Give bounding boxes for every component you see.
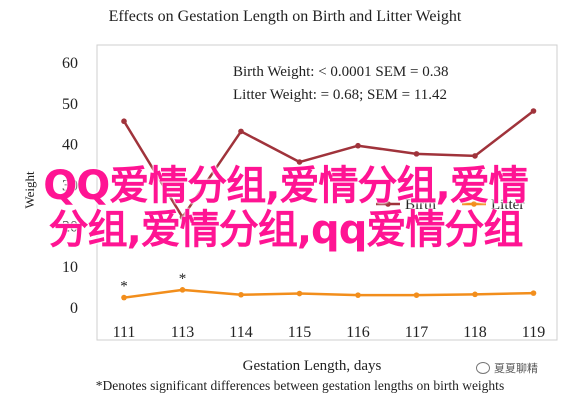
y-tick-label: 0 (70, 300, 78, 317)
y-axis-label: Weight (22, 171, 37, 209)
data-point-litter (238, 291, 244, 298)
x-ticks: 111 113 114 115 116 117 118 119 (113, 324, 546, 341)
legend-label-birth: Birth (405, 197, 436, 213)
x-axis-label: Gestation Length, days (243, 358, 382, 374)
x-tick-label: 111 (113, 324, 136, 341)
data-point-birth (121, 118, 127, 125)
data-point-litter (472, 291, 478, 298)
y-tick-label: 20 (62, 218, 78, 235)
series-layer (121, 108, 537, 301)
significance-asterisk: * (120, 279, 128, 295)
data-point-litter (355, 292, 361, 298)
asterisk-layer: * * (120, 271, 186, 295)
data-point-litter (530, 290, 537, 296)
data-point-birth (530, 108, 537, 114)
x-tick-label: 118 (463, 324, 486, 341)
x-tick-label: 117 (405, 324, 428, 341)
legend: Birth Litter (376, 197, 524, 213)
plot-area (96, 44, 558, 341)
data-point-birth (413, 151, 420, 157)
data-point-litter (179, 287, 186, 293)
watermark-text: 夏夏聊精 (494, 362, 538, 375)
series-line-litter (123, 288, 534, 299)
data-point-birth (179, 214, 186, 220)
legend-marker-litter (471, 201, 477, 207)
overlay-text-line-1: QQ爱情分组,爱情分组,爱情 (43, 163, 528, 209)
y-tick-label: 10 (62, 259, 78, 276)
x-tick-label: 116 (346, 324, 369, 341)
data-point-birth (238, 128, 244, 135)
watermark: 夏夏聊精 (476, 359, 568, 377)
legend-marker-birth (385, 201, 391, 207)
annotation-birth-weight: Birth Weight: P < 0.0001 SEM = 0.38 (233, 64, 448, 80)
data-point-litter (413, 292, 420, 298)
overlay-text-line-2: 分组,爱情分组,qq爱情分组 (48, 207, 524, 253)
data-point-birth (355, 142, 361, 149)
annotation-block: Birth Weight: P < 0.0001 SEM = 0.38 Litt… (233, 64, 448, 103)
y-ticks: 0 10 20 30 40 50 60 (62, 55, 78, 317)
chart-title: Effects on Gestation Length on Birth and… (109, 8, 462, 25)
data-point-birth (472, 153, 478, 159)
y-tick-label: 60 (62, 55, 78, 72)
series-line-birth (122, 110, 535, 219)
data-point-litter (296, 290, 303, 297)
data-point-litter (121, 294, 127, 301)
watermark-logo-icon (476, 362, 490, 374)
x-tick-label: 119 (522, 324, 545, 341)
annotation-litter-weight: Litter Weight: P = 0.68; SEM = 11.42 (233, 87, 447, 103)
x-tick-label: 113 (171, 324, 194, 341)
y-tick-label: 40 (62, 137, 78, 154)
y-tick-label: 50 (62, 96, 78, 113)
y-tick-label: 30 (62, 178, 78, 195)
significance-asterisk: * (179, 271, 187, 287)
x-tick-label: 115 (288, 324, 311, 341)
data-point-birth (296, 159, 303, 165)
footnote: *Denotes significant differences between… (96, 378, 504, 393)
x-tick-label: 114 (229, 324, 252, 341)
legend-label-litter: Litter (491, 197, 524, 213)
